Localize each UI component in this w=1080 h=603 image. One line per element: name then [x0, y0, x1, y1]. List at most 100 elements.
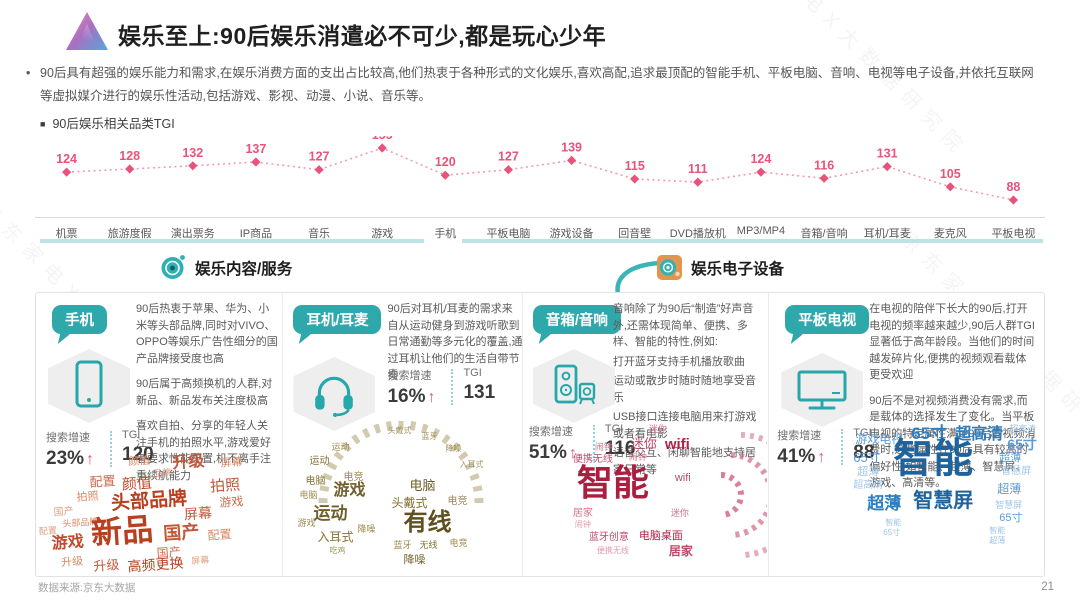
panel-flat-tv: 平板电视 在电视的陪伴下长大的90后,打开电视的频率越来越少,90后人群TGI显… — [769, 293, 1044, 576]
up-arrow-icon: ↑ — [86, 451, 95, 468]
svg-text:137: 137 — [245, 142, 266, 156]
hexagon-badge — [781, 353, 864, 427]
category-label: 音乐 — [308, 228, 331, 240]
section-label: 娱乐内容/服务 — [195, 260, 293, 278]
dotted-divider — [110, 431, 112, 467]
tgi-label: TGI — [604, 423, 624, 435]
smartphone-icon — [75, 360, 103, 408]
growth-value: 16% — [387, 386, 426, 407]
tgi-value: 120 — [122, 444, 154, 465]
category-group-bars — [35, 239, 1045, 243]
page-number: 21 — [1041, 581, 1054, 593]
category-label: DVD播放机 — [669, 228, 726, 240]
category-label: MP3/MP4 — [736, 225, 786, 237]
tgi-value: 116 — [604, 438, 636, 459]
tgi-label: TGI — [853, 427, 872, 439]
electronics-group-bar — [462, 239, 1043, 243]
svg-text:155: 155 — [372, 136, 393, 142]
tgi-label: TGI — [463, 367, 482, 379]
page-title: 娱乐至上:90后娱乐消遣必不可少,都是玩心少年 — [118, 23, 607, 49]
hexagon-badge — [293, 357, 376, 431]
wordcloud-phone: 颜值 升级 屏幕 品牌 配置 颜值 拍照 头部品牌 拍照 国产 头部品牌 配置 游戏 屏幕 游戏 新品 国产 配置… — [38, 452, 244, 575]
category-label: 音箱/音响 — [800, 228, 848, 240]
vinyl-disc-icon — [161, 255, 185, 279]
headset-icon — [315, 376, 354, 417]
svg-text:124: 124 — [56, 152, 77, 166]
svg-text:128: 128 — [119, 149, 140, 163]
svg-text:127: 127 — [498, 150, 519, 164]
headband-arc-shape — [318, 421, 484, 504]
turntable-icon — [657, 255, 682, 280]
svg-text:124: 124 — [750, 152, 771, 166]
panel-tag-headphones: 耳机/耳麦 — [293, 305, 382, 334]
tv-icon — [797, 370, 847, 410]
section-header-content-service: 娱乐内容/服务 — [160, 254, 292, 281]
category-label: 游戏设备 — [549, 228, 594, 240]
wordcloud-headphones: 运动 头戴式 蓝牙 降噪 运动 入耳式 电竞 电脑 游戏 电脑 电脑 头戴式 电竞 运动 有线 游戏 入耳式 降噪… — [291, 421, 511, 573]
svg-text:115: 115 — [625, 159, 645, 173]
category-label: IP商品 — [239, 228, 273, 240]
panel-phone-paragraphs: 90后热衷于苹果、华为、小米等头部品牌,同时对VIVO、OPPO等娱乐广告性细分… — [136, 303, 278, 482]
panel-speakers-paragraphs: 音响除了为90后“制造”好声音外,还需体现简单、便携、多样、智能的特性,例如: 打… — [612, 303, 757, 476]
category-label: 手机 — [434, 228, 457, 240]
tgi-value: 88 — [853, 442, 875, 463]
stats-speakers: 搜索增速 51% ↑ TGI 116 — [529, 423, 663, 464]
category-label: 机票 — [55, 228, 78, 240]
growth-value: 23% — [46, 448, 85, 469]
stats-headphones: 搜索增速 16% ↑ TGI 131 — [387, 367, 521, 408]
svg-text:111: 111 — [688, 162, 708, 176]
wordcloud-flat-tv: 游戏电视 65寸 超高清 超高清 65寸 65寸 超薄 智能 超薄 智慧屏 超高清 超薄 智慧屏 超薄 智慧… — [853, 424, 1037, 545]
up-arrow-icon: ↑ — [817, 449, 826, 466]
chart-category-axis: 机票 旅游度假 演出票务 IP商品 音乐 游戏 手机 平板电脑 游戏设备 回音壁 DVD播放机 MP3… — [35, 217, 1045, 241]
panel-headphones: 耳机/耳麦 90后对耳机/耳麦的需求来自从运动健身到游戏听歌到日常通勤等多元化的… — [283, 293, 523, 576]
category-label: 平板电脑 — [486, 228, 531, 240]
svg-text:139: 139 — [561, 140, 582, 154]
tgi-line-chart: 124 128 132 137 127 155 120 127 139 115 111 124 116 1… — [35, 128, 1045, 216]
data-source-note: 数据来源:京东大数据 — [38, 582, 136, 594]
content-service-group-bar — [40, 239, 424, 243]
category-label: 游戏 — [371, 228, 394, 240]
wordcloud-speakers: 迷你 迷你 闹钟 wifi 便携无线 闹钟 智能 wifi 居家 闹钟 迷你 蓝牙创意 电脑桌面 居家 便携… — [573, 421, 769, 573]
speaker-icon — [554, 364, 596, 405]
intro-text: 90后具有超强的娱乐能力和需求,在娱乐消费方面的支出占比较高,他们热衷于各种形式… — [40, 66, 1034, 104]
panel-tag-flat-tv: 平板电视 — [785, 305, 870, 334]
panel-headphones-paragraphs: 90后对耳机/耳麦的需求来自从运动健身到游戏听歌到日常通勤等多元化的覆盖,通过耳… — [387, 303, 523, 381]
hexagon-badge — [48, 349, 130, 423]
panel-phone: 手机 90后热衷于苹果、华为、小米等头部品牌,同时对VIVO、OPPO等娱乐广告… — [36, 293, 284, 576]
category-label: 麦克风 — [933, 228, 967, 240]
stats-phone: 搜索增速 23% ↑ TGI 120 — [46, 429, 180, 470]
panel-tag-speakers: 音箱/音响 — [532, 305, 621, 334]
svg-text:105: 105 — [940, 167, 961, 181]
up-arrow-icon: ↑ — [568, 445, 577, 462]
growth-label: 搜索增速 — [387, 370, 432, 382]
svg-text:88: 88 — [1006, 180, 1020, 194]
tgi-label: TGI — [122, 429, 141, 441]
category-label: 旅游度假 — [107, 228, 152, 240]
category-label: 平板电视 — [991, 228, 1036, 240]
stats-flat-tv: 搜索增速 41% ↑ TGI 88 — [777, 427, 911, 468]
intro-paragraph: • 90后具有超强的娱乐能力和需求,在娱乐消费方面的支出占比较高,他们热衷于各种形… — [26, 62, 1044, 108]
panel-flat-tv-paragraphs: 在电视的陪伴下长大的90后,打开电视的频率越来越少,90后人群TGI显著低于高年… — [869, 303, 1036, 489]
category-label: 演出票务 — [170, 228, 215, 240]
growth-label: 搜索增速 — [46, 432, 90, 444]
dotted-divider — [841, 429, 844, 465]
section-label: 娱乐电子设备 — [691, 260, 785, 278]
detail-panels: 手机 90后热衷于苹果、华为、小米等头部品牌,同时对VIVO、OPPO等娱乐广告… — [35, 292, 1045, 577]
chart-caption-text: 90后娱乐相关品类TGI — [52, 117, 175, 131]
chart-caption: ■ 90后娱乐相关品类TGI — [40, 113, 175, 132]
section-header-electronics: 娱乐电子设备 — [656, 254, 784, 281]
svg-text:131: 131 — [877, 147, 898, 161]
dotted-divider — [451, 369, 454, 405]
dotted-divider — [592, 425, 595, 461]
svg-text:132: 132 — [182, 146, 203, 160]
growth-label: 搜索增速 — [777, 430, 822, 442]
sound-wave-arcs-shape — [720, 432, 767, 558]
growth-label: 搜索增速 — [528, 426, 573, 438]
svg-text:120: 120 — [435, 155, 456, 169]
panel-tag-phone: 手机 — [52, 305, 107, 334]
panel-speakers: 音箱/音响 音响除了为90后“制造”好声音外,还需体现简单、便携、多样、智能的特… — [523, 293, 770, 576]
category-label: 耳机/耳麦 — [863, 228, 911, 240]
brand-triangle-logo — [66, 12, 108, 50]
hexagon-badge — [532, 349, 615, 423]
